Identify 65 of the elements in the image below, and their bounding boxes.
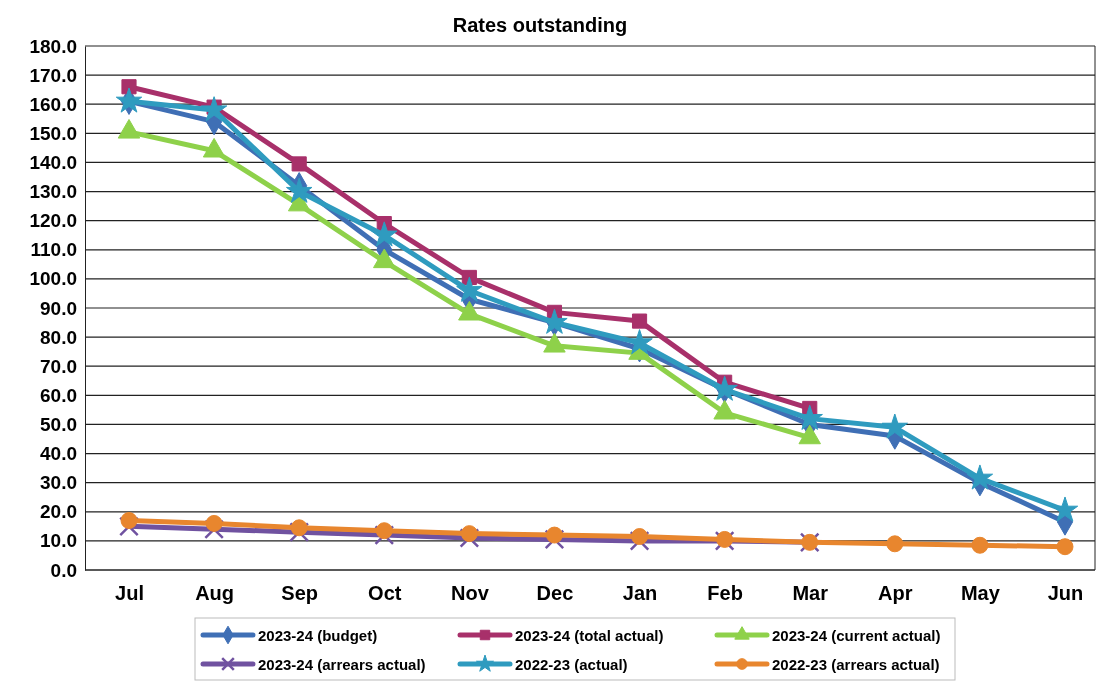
x-tick-label: Jul — [115, 582, 144, 605]
legend-label: 2023-24 (arrears actual) — [258, 656, 426, 673]
point — [205, 514, 223, 532]
y-tick-label: 40.0 — [40, 443, 77, 465]
point — [886, 535, 904, 553]
point — [1056, 538, 1074, 556]
x-tick-label: Sep — [281, 582, 319, 605]
x-tick-label: Dec — [536, 582, 574, 605]
point — [291, 156, 307, 172]
point — [204, 519, 225, 540]
y-tick-label: 80.0 — [40, 326, 77, 348]
y-tick-label: 180.0 — [29, 35, 77, 57]
point — [966, 464, 994, 490]
point — [120, 512, 138, 529]
y-tick-label: 170.0 — [29, 64, 77, 86]
point — [631, 528, 649, 545]
point — [374, 525, 395, 546]
legend-label: 2023-24 (total actual) — [515, 627, 664, 644]
point — [971, 536, 989, 554]
y-tick-label: 130.0 — [29, 181, 77, 203]
point — [456, 276, 483, 302]
x-tick-label: Oct — [368, 582, 402, 605]
point — [200, 96, 228, 122]
y-tick-label: 120.0 — [29, 210, 77, 232]
chart-title: Rates outstanding — [452, 14, 628, 36]
x-tick-label: Aug — [195, 582, 235, 605]
point — [460, 525, 478, 543]
y-tick-label: 140.0 — [29, 152, 77, 174]
point — [881, 413, 909, 439]
point — [115, 87, 143, 113]
y-tick-label: 160.0 — [29, 93, 77, 115]
y-tick-label: 50.0 — [40, 414, 77, 436]
x-tick-label: Nov — [450, 582, 490, 605]
y-tick-label: 110.0 — [30, 239, 77, 261]
point — [371, 221, 398, 247]
x-tick-label: Mar — [792, 582, 829, 605]
y-tick-label: 60.0 — [40, 384, 77, 406]
point — [711, 375, 738, 401]
point — [289, 522, 310, 543]
point — [545, 526, 563, 544]
y-tick-label: 10.0 — [40, 530, 77, 552]
point — [119, 516, 139, 537]
x-tick-label: Jan — [622, 582, 658, 605]
x-tick-label: Jun — [1047, 582, 1084, 605]
x-tick-label: May — [960, 582, 1001, 605]
point — [544, 529, 565, 550]
y-tick-label: 150.0 — [29, 122, 77, 144]
y-tick-label: 30.0 — [40, 472, 77, 494]
x-tick-label: Apr — [878, 582, 913, 605]
x-tick-label: Feb — [707, 582, 743, 605]
legend-label: 2022-23 (actual) — [515, 656, 628, 673]
legend-label: 2023-24 (current actual) — [772, 627, 941, 644]
point — [285, 177, 313, 203]
y-tick-label: 70.0 — [40, 355, 77, 377]
point — [290, 519, 308, 537]
point — [375, 522, 393, 540]
legend-label: 2022-23 (arrears actual) — [772, 656, 940, 673]
point — [629, 530, 650, 551]
y-tick-label: 0.0 — [50, 559, 77, 581]
y-tick-label: 20.0 — [40, 501, 77, 523]
y-tick-label: 90.0 — [40, 297, 77, 319]
point — [459, 528, 480, 548]
y-tick-label: 100.0 — [29, 268, 77, 290]
legend-label: 2023-24 (budget) — [258, 627, 378, 644]
point — [631, 313, 648, 329]
